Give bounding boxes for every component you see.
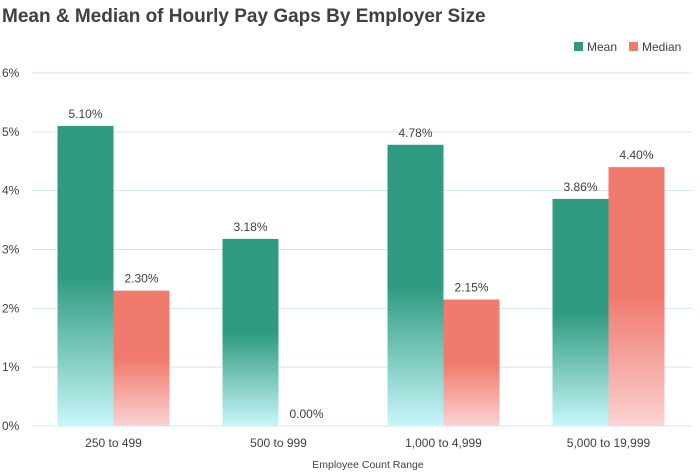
bar-mean-0 [57,125,114,426]
data-label: 2.15% [454,281,488,295]
bars [57,125,665,426]
y-tick-label: 4% [2,184,20,198]
bar-mean-1 [222,238,279,426]
y-tick-label: 3% [2,243,20,257]
bar-mean-2 [387,144,444,426]
legend-label-median: Median [642,40,681,54]
x-tick-label: 1,000 to 4,999 [405,436,482,450]
y-tick-label: 1% [2,360,20,374]
y-tick-label: 6% [2,66,20,80]
data-label: 2.30% [124,272,158,286]
legend: Mean Median [574,40,681,54]
legend-swatch-mean [574,42,583,51]
data-label: 4.40% [619,148,653,162]
x-tick-label: 250 to 499 [85,436,142,450]
y-tick-label: 2% [2,301,20,315]
data-label: 3.18% [233,220,267,234]
x-axis-title: Employee Count Range [312,459,424,471]
bar-mean-3 [552,198,609,426]
bar-median-2 [443,299,500,426]
x-axis: 250 to 499 500 to 999 1,000 to 4,999 5,000 … [85,436,650,450]
x-tick-label: 5,000 to 19,999 [567,436,651,450]
chart-title: Mean & Median of Hourly Pay Gaps By Empl… [2,6,486,27]
data-label: 0.00% [289,407,323,421]
bar-median-0 [113,290,170,426]
y-axis: 0% 1% 2% 3% 4% 5% 6% [2,66,20,433]
data-labels: 5.10% 2.30% 3.18% 0.00% 4.78% 2.15% 3.86% 4.40% [68,107,653,421]
legend-swatch-median [629,42,638,51]
data-label: 5.10% [68,107,102,121]
y-tick-label: 5% [2,125,20,139]
data-label: 3.86% [563,180,597,194]
legend-label-mean: Mean [587,40,617,54]
y-tick-label: 0% [2,419,20,433]
bar-median-3 [608,167,665,426]
x-tick-label: 500 to 999 [250,436,307,450]
data-label: 4.78% [398,126,432,140]
